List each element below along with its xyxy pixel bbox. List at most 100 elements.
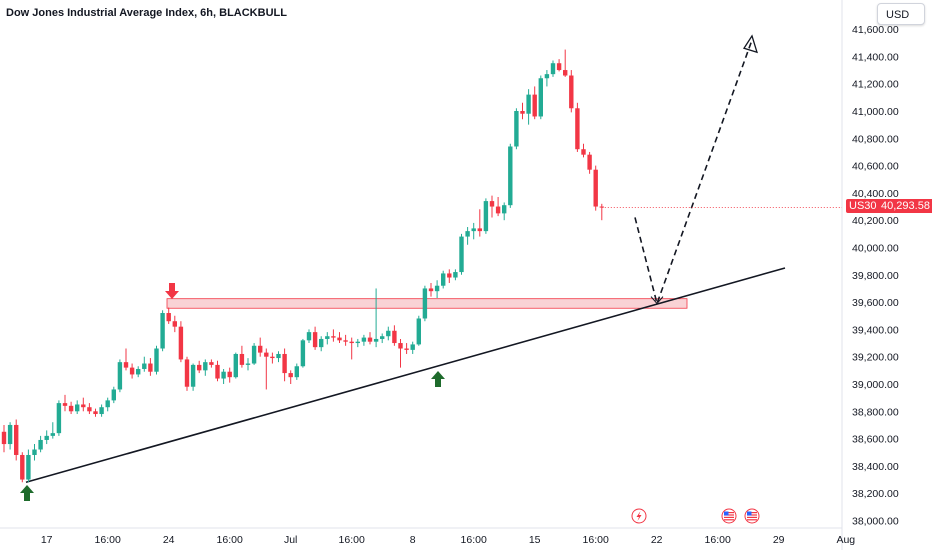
candle-body [459, 236, 464, 273]
candle-body [471, 228, 476, 232]
candle-body [294, 366, 299, 378]
price-tick-label: 41,400.00 [852, 51, 899, 63]
time-tick-label: Aug [836, 534, 855, 546]
candle-body [538, 78, 543, 117]
flag-stripe [747, 512, 757, 514]
sell-arrow-icon [165, 283, 179, 299]
candle-body [38, 439, 43, 450]
time-tick-label: 29 [773, 534, 785, 546]
last-price-value: 40,293.58 [877, 199, 932, 213]
candle-body [14, 424, 19, 455]
candle-body [32, 449, 37, 455]
candle-body [514, 111, 519, 147]
candle-body [197, 364, 202, 371]
candle-body [87, 407, 92, 412]
price-tick-label: 39,800.00 [852, 270, 899, 282]
candle-body [422, 288, 428, 319]
price-tick-label: 41,000.00 [852, 106, 899, 118]
overlay-layer [20, 207, 842, 501]
candle-body [93, 411, 98, 415]
time-tick-label: 22 [651, 534, 663, 546]
price-tick-label: 39,000.00 [852, 379, 899, 391]
candle-body [489, 201, 495, 207]
candle-body [50, 433, 55, 436]
candle-body [288, 373, 293, 378]
candle-body [142, 363, 147, 369]
candle-body [343, 340, 348, 342]
time-tick-label: 16:00 [705, 534, 731, 546]
candle-body [361, 337, 367, 342]
candle-body [300, 340, 306, 367]
candle-body [319, 338, 324, 348]
candle-body [569, 75, 574, 109]
candle-body [99, 407, 104, 415]
time-tick-label: 15 [529, 534, 541, 546]
candle-body [111, 389, 116, 401]
time-tick-label: 8 [410, 534, 416, 546]
candle-body [136, 368, 141, 375]
candle-body [172, 321, 177, 327]
projection-tip [650, 296, 664, 305]
last-price-label: US30 40,293.58 [842, 199, 932, 213]
candle-body [178, 326, 184, 360]
buy-arrow-icon [20, 485, 34, 501]
candle-body [203, 362, 208, 371]
candle-body [331, 336, 336, 338]
currency-button[interactable]: USD [877, 3, 925, 25]
candle-body [550, 63, 556, 75]
candle-body [587, 154, 592, 170]
candle-body [495, 206, 501, 214]
price-tick-label: 40,000.00 [852, 243, 899, 255]
price-axis[interactable]: 38,000.00 38,200.00 38,400.00 38,600.00 38,8… [841, 0, 899, 550]
candle-body [593, 169, 598, 207]
candle-body [544, 74, 550, 79]
candle-body [380, 336, 385, 339]
candle-body [556, 63, 562, 71]
time-tick-label: 16:00 [461, 534, 487, 546]
time-tick-label: 24 [163, 534, 175, 546]
price-tick-label: 41,200.00 [852, 79, 899, 91]
candle-body [373, 338, 379, 342]
candle-body [245, 363, 251, 365]
candle-body [154, 348, 159, 372]
price-tick-label: 39,200.00 [852, 352, 899, 364]
candles-layer [1, 49, 604, 483]
price-tick-label: 41,600.00 [852, 24, 899, 36]
time-axis[interactable]: 17 16:00 24 16:00 Jul 16:00 8 16:00 15 16:00 22 16:… [0, 527, 855, 546]
candle-body [581, 149, 586, 155]
price-tick-label: 38,600.00 [852, 434, 899, 446]
candle-body [404, 348, 409, 350]
us-flag-icon [721, 508, 737, 524]
candle-body [563, 70, 568, 76]
candle-body [526, 94, 531, 114]
candle-body [465, 231, 470, 237]
price-tick-label: 38,000.00 [852, 516, 899, 528]
candle-body [166, 313, 171, 322]
flag-stripe [724, 519, 734, 521]
candle-body [209, 362, 214, 365]
flag-stripe [724, 512, 734, 514]
support-trendline [25, 267, 786, 484]
candle-body [233, 353, 238, 378]
price-tick-label: 39,600.00 [852, 297, 899, 309]
buy-arrow-icon [431, 371, 445, 387]
price-tick-label: 38,400.00 [852, 461, 899, 473]
us-flag-icon [744, 508, 760, 524]
candle-body [1, 431, 7, 445]
candle-body [44, 435, 49, 440]
candle-body [276, 353, 281, 359]
candle-body [441, 273, 446, 286]
candle-body [56, 403, 62, 434]
time-tick-label: Jul [284, 534, 297, 546]
candle-body [392, 330, 397, 344]
candle-body [227, 371, 232, 378]
candle-body [453, 272, 458, 278]
candle-body [190, 364, 196, 387]
candle-body [483, 201, 489, 232]
candle-body [447, 273, 452, 278]
flag-stripe [747, 519, 757, 521]
candle-body [367, 337, 373, 342]
events-row [631, 508, 760, 524]
price-tick-label: 40,800.00 [852, 133, 899, 145]
